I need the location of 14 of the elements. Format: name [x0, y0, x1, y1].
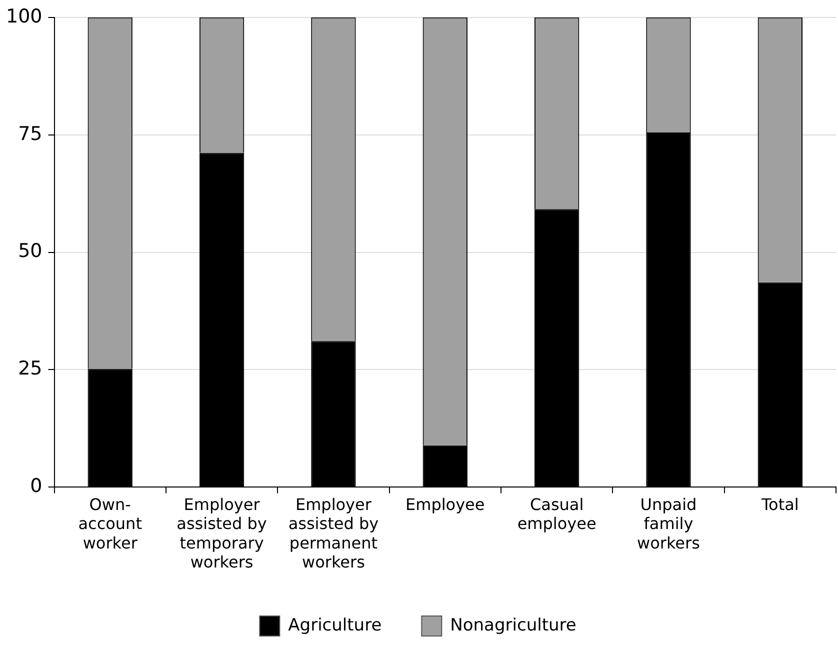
x-tick-label: Unpaid family workers [637, 494, 700, 552]
y-tick-label: 0 [30, 475, 42, 498]
x-tick-label: Employee [406, 494, 485, 514]
x-tick-label: Total [760, 494, 799, 514]
x-tick-label: Employer assisted by temporary workers [176, 494, 267, 572]
legend-label: Agriculture [288, 615, 382, 636]
y-tick-label: 100 [6, 5, 42, 28]
y-tick-label: 25 [18, 358, 42, 380]
legend-label: Nonagriculture [450, 615, 576, 636]
x-tick-label: Own-account worker [78, 494, 142, 552]
y-tick-label: 50 [18, 240, 42, 262]
y-tick-label: 75 [18, 122, 42, 145]
x-tick-label: Employer assisted by permanent workers [288, 494, 379, 572]
x-tick-label: Casual employee [517, 494, 596, 534]
